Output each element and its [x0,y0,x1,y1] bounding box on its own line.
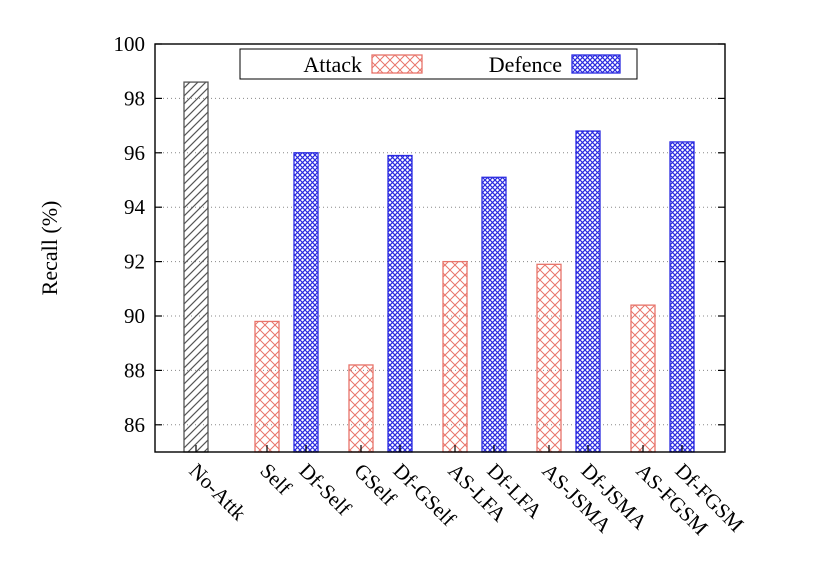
legend-label-attack: Attack [303,52,362,77]
x-tick-label-self: Self [255,459,296,500]
bar-gself [348,364,374,453]
legend-swatch-attack [371,54,423,74]
y-tick-label: 88 [124,358,145,382]
bar-as-jsma [536,263,562,453]
y-tick-label: 94 [124,195,146,219]
x-axis-ticks: No-Attk SelfDf-SelfGSelfDf-GSelfAS-LFADf-… [184,445,749,540]
bar-df-lfa [481,176,507,453]
bar-no-attk [183,81,209,453]
bar-df-jsma [575,130,601,453]
y-tick-label: 96 [124,141,145,165]
y-tick-label: 90 [124,304,145,328]
y-tick-label: 100 [114,32,146,56]
y-axis-ticks: 86 88 90 92 94 96 98 100 [114,32,725,437]
y-tick-label: 92 [124,250,145,274]
legend-box [239,48,638,80]
grid-lines [155,97,725,426]
plot-frame [154,43,726,453]
y-tick-label: 98 [124,86,145,110]
bars [183,81,695,453]
bar-df-fgsm [669,141,695,453]
x-tick-label-no-attk: No-Attk [184,459,251,526]
legend: Attack Defence [239,48,638,80]
bar-df-gself [387,154,413,453]
bar-as-lfa [442,260,468,453]
y-axis-title: Recall (%) [37,201,62,296]
legend-swatch-defence [571,54,621,74]
bar-as-fgsm [630,304,656,453]
bar-df-self [293,152,319,453]
y-tick-label: 86 [124,413,145,437]
legend-label-defence: Defence [489,52,562,77]
bar-self [254,320,280,453]
x-tick-label-gself: GSelf [349,459,401,511]
x-tick-label-df-self: Df-Self [294,459,356,521]
